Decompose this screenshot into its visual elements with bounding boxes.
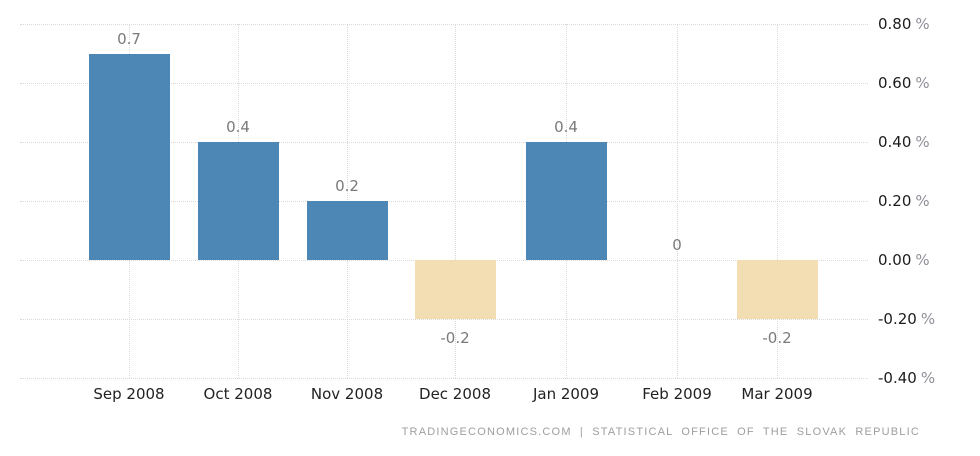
y-axis-tick-label: 0.60% <box>878 73 930 93</box>
y-tick-value: 0.20 <box>878 192 912 210</box>
y-tick-value: 0.60 <box>878 74 912 92</box>
bar-value-label: -0.2 <box>762 329 792 347</box>
x-axis-tick-label: Oct 2008 <box>203 385 273 403</box>
y-axis-tick-label: 0.80% <box>878 14 930 34</box>
bar-mar-2009[interactable] <box>736 260 818 319</box>
y-tick-value: 0.00 <box>878 251 912 269</box>
y-tick-value: 0.40 <box>878 133 912 151</box>
bar-oct-2008[interactable] <box>197 142 279 260</box>
gridline-vertical <box>455 24 456 378</box>
gridline-horizontal <box>20 201 868 202</box>
x-axis-tick-label: Sep 2008 <box>93 385 165 403</box>
gridline-horizontal <box>20 142 868 143</box>
bar-value-label: 0.4 <box>226 118 250 136</box>
gridline-horizontal <box>20 319 868 320</box>
y-tick-unit: % <box>920 369 936 387</box>
bar-value-label: 0 <box>672 236 682 254</box>
gridline-horizontal <box>20 378 868 379</box>
bar-nov-2008[interactable] <box>306 201 388 260</box>
bar-jan-2009[interactable] <box>525 142 607 260</box>
y-axis-tick-label: -0.20% <box>878 309 935 329</box>
x-axis-tick-label: Jan 2009 <box>532 385 600 403</box>
y-tick-unit: % <box>915 192 930 210</box>
bar-value-label: 0.7 <box>117 29 141 48</box>
y-axis-tick-label: 0.40% <box>878 132 930 152</box>
y-tick-value: 0.80 <box>878 15 912 33</box>
x-axis-tick-label: Mar 2009 <box>741 385 813 403</box>
y-tick-value: -0.40 <box>878 369 917 387</box>
bar-value-label: 0.4 <box>554 118 578 136</box>
y-axis-tick-label: 0.20% <box>878 191 930 211</box>
y-tick-unit: % <box>915 74 930 92</box>
x-axis-tick-label: Feb 2009 <box>642 385 712 403</box>
y-tick-unit: % <box>915 133 930 151</box>
gridline-horizontal <box>20 83 868 84</box>
y-tick-unit: % <box>915 251 930 269</box>
y-axis-tick-label: 0.00% <box>878 250 930 270</box>
y-tick-unit: % <box>920 310 936 328</box>
gridline-vertical <box>677 24 678 378</box>
attribution: TRADINGECONOMICS.COM | STATISTICAL OFFIC… <box>401 426 920 438</box>
bar-dec-2008[interactable] <box>414 260 496 319</box>
y-tick-unit: % <box>915 15 930 33</box>
bar-value-label: 0.2 <box>335 177 359 195</box>
gridline-horizontal <box>20 24 868 25</box>
gridline-vertical <box>777 24 778 378</box>
y-axis-tick-label: -0.40% <box>878 368 935 388</box>
bar-value-label: -0.2 <box>440 329 470 347</box>
y-tick-value: -0.20 <box>878 310 917 328</box>
x-axis-tick-label: Dec 2008 <box>419 385 491 403</box>
x-axis-tick-label: Nov 2008 <box>310 385 384 403</box>
bar-sep-2008[interactable] <box>88 53 170 260</box>
